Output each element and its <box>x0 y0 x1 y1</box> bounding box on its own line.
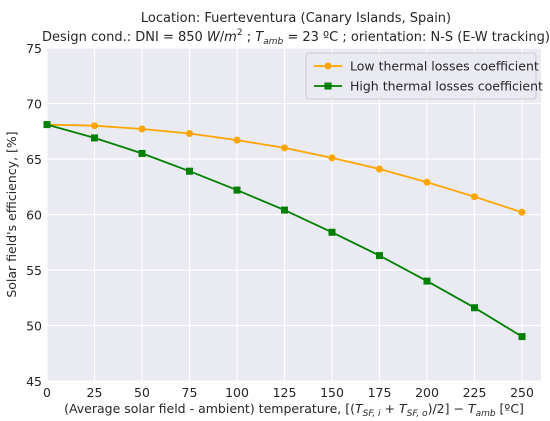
data-point <box>281 144 288 152</box>
data-point <box>233 136 241 144</box>
data-series <box>43 121 526 341</box>
data-point <box>376 252 383 260</box>
x-tick-label: 0 <box>43 385 51 400</box>
legend-label: High thermal losses coefficient <box>350 79 543 94</box>
legend-box <box>305 52 537 100</box>
legend: Low thermal losses coefficient High therm… <box>305 52 543 100</box>
x-tick-label: 150 <box>320 385 344 400</box>
data-point <box>518 208 526 216</box>
x-tick-label: 125 <box>273 385 297 400</box>
y-tick-label: 75 <box>26 41 42 56</box>
y-tick-label: 45 <box>26 374 42 389</box>
x-axis-label: (Average solar field - ambient) temperat… <box>64 401 524 419</box>
data-point <box>471 193 478 201</box>
y-tick-label: 60 <box>26 208 42 223</box>
data-point <box>43 121 51 129</box>
x-axis-ticks: 0 25 50 75 100 125 150 175 200 225 250 <box>43 385 534 400</box>
title-line-1: Location: Fuerteventura (Canary Islands,… <box>141 11 451 26</box>
data-point <box>138 149 146 157</box>
y-axis-label: Solar field's efficiency, [%] <box>4 131 19 297</box>
legend-marker <box>324 82 332 90</box>
data-point <box>328 154 336 162</box>
y-axis-ticks: 45 50 55 60 65 70 75 <box>26 41 42 389</box>
data-point <box>91 122 98 130</box>
series-high-thermal-losses <box>43 121 526 341</box>
data-point <box>423 277 431 285</box>
x-tick-label: 50 <box>134 385 150 400</box>
data-point <box>233 186 241 194</box>
data-point <box>376 165 383 173</box>
x-tick-label: 100 <box>225 385 249 400</box>
data-point <box>186 129 193 137</box>
x-tick-label: 175 <box>368 385 392 400</box>
data-point <box>91 134 98 142</box>
data-point <box>281 206 288 214</box>
title-line-2: Design cond.: DNI = 850 W/m2 ; Tamb = 23… <box>42 28 550 47</box>
data-point <box>186 167 193 175</box>
x-tick-label: 250 <box>510 385 534 400</box>
y-tick-label: 55 <box>26 263 42 278</box>
legend-label: Low thermal losses coefficient <box>350 59 539 74</box>
data-point <box>138 125 146 133</box>
x-tick-label: 75 <box>182 385 198 400</box>
y-tick-label: 50 <box>26 319 42 334</box>
legend-marker <box>324 62 332 70</box>
y-tick-label: 70 <box>26 97 42 112</box>
x-tick-label: 25 <box>87 385 103 400</box>
y-tick-label: 65 <box>26 152 42 167</box>
x-tick-label: 200 <box>415 385 439 400</box>
data-point <box>328 228 336 236</box>
data-point <box>518 333 526 341</box>
x-tick-label: 225 <box>463 385 487 400</box>
data-point <box>423 178 431 186</box>
chart-title: Location: Fuerteventura (Canary Islands,… <box>42 11 550 47</box>
data-point <box>471 304 478 312</box>
